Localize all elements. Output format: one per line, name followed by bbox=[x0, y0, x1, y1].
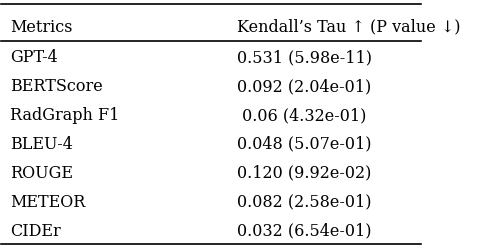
Text: Kendall’s Tau ↑ (P value ↓): Kendall’s Tau ↑ (P value ↓) bbox=[237, 19, 460, 35]
Text: CIDEr: CIDEr bbox=[10, 223, 61, 240]
Text: 0.092 (2.04e-01): 0.092 (2.04e-01) bbox=[237, 78, 371, 95]
Text: 0.032 (6.54e-01): 0.032 (6.54e-01) bbox=[237, 223, 371, 240]
Text: 0.06 (4.32e-01): 0.06 (4.32e-01) bbox=[237, 107, 366, 124]
Text: 0.048 (5.07e-01): 0.048 (5.07e-01) bbox=[237, 136, 371, 153]
Text: ROUGE: ROUGE bbox=[10, 165, 73, 182]
Text: BLEU-4: BLEU-4 bbox=[10, 136, 73, 153]
Text: 0.120 (9.92e-02): 0.120 (9.92e-02) bbox=[237, 165, 371, 182]
Text: 0.531 (5.98e-11): 0.531 (5.98e-11) bbox=[237, 49, 372, 66]
Text: GPT-4: GPT-4 bbox=[10, 49, 57, 66]
Text: 0.082 (2.58e-01): 0.082 (2.58e-01) bbox=[237, 194, 371, 211]
Text: RadGraph F1: RadGraph F1 bbox=[10, 107, 119, 124]
Text: Metrics: Metrics bbox=[10, 19, 72, 35]
Text: BERTScore: BERTScore bbox=[10, 78, 103, 95]
Text: METEOR: METEOR bbox=[10, 194, 85, 211]
